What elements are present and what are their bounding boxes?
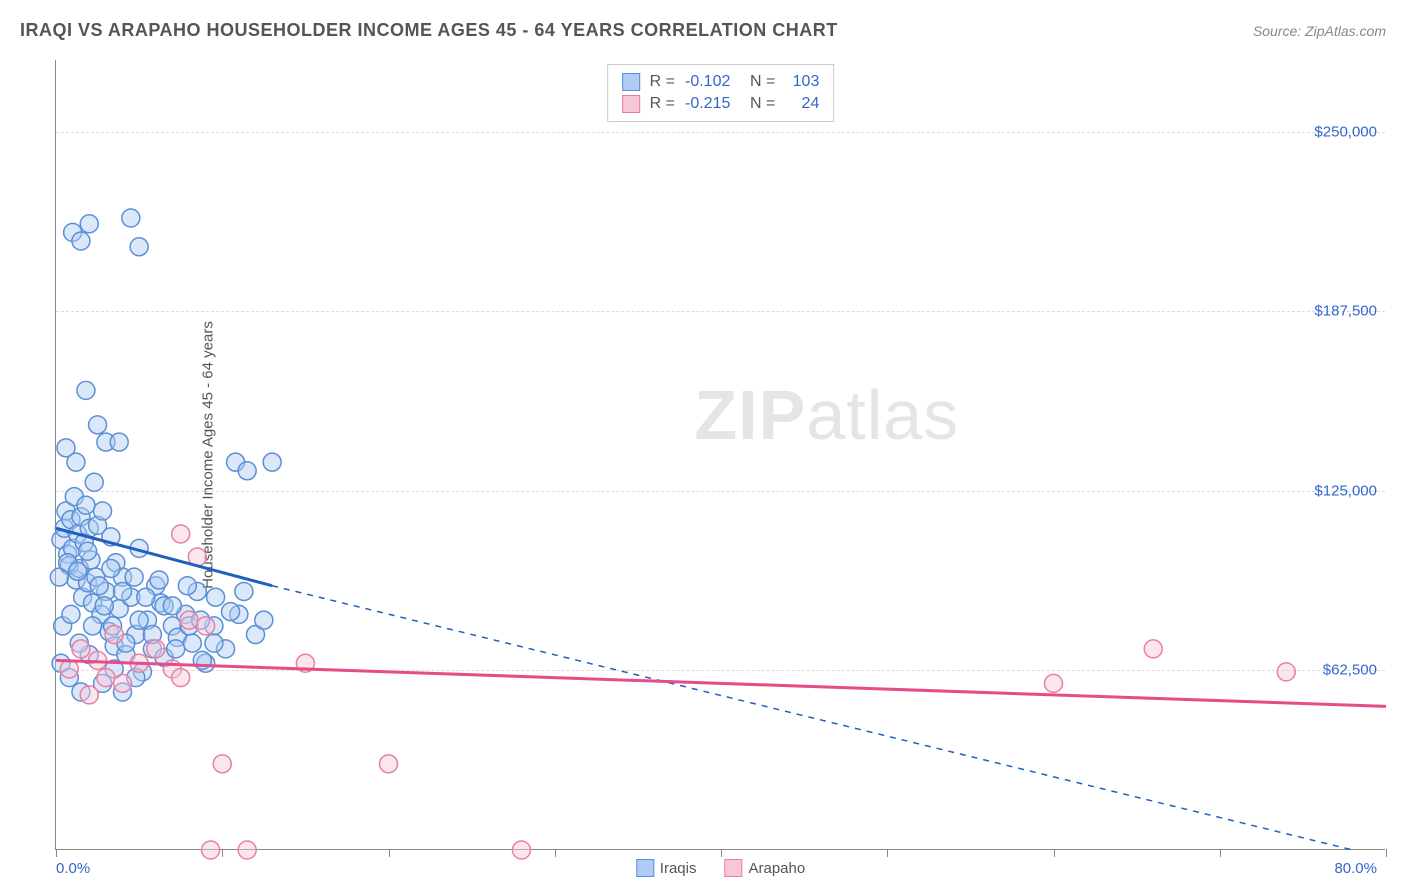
data-point <box>77 381 95 399</box>
data-point <box>178 577 196 595</box>
legend-swatch <box>724 859 742 877</box>
data-point <box>150 571 168 589</box>
data-point <box>89 416 107 434</box>
x-axis-max-label: 80.0% <box>1334 860 1377 877</box>
data-point <box>255 611 273 629</box>
data-point <box>172 669 190 687</box>
data-point <box>84 617 102 635</box>
stat-value-n: 24 <box>785 95 819 113</box>
x-tick <box>222 849 223 857</box>
x-tick <box>887 849 888 857</box>
data-point <box>77 496 95 514</box>
data-point <box>1144 640 1162 658</box>
data-point <box>263 453 281 471</box>
stats-row: R = -0.102 N = 103 <box>622 71 820 93</box>
data-point <box>130 611 148 629</box>
x-tick <box>1386 849 1387 857</box>
data-point <box>114 674 132 692</box>
data-point <box>183 634 201 652</box>
data-point <box>205 634 223 652</box>
stat-label-r: R = <box>650 73 675 91</box>
data-point <box>197 617 215 635</box>
legend-swatch <box>636 859 654 877</box>
data-point <box>163 597 181 615</box>
data-point <box>207 588 225 606</box>
data-point <box>94 502 112 520</box>
chart-title: IRAQI VS ARAPAHO HOUSEHOLDER INCOME AGES… <box>20 20 838 41</box>
data-point <box>72 640 90 658</box>
legend-label: Arapaho <box>748 860 805 877</box>
scatter-plot <box>56 60 1385 849</box>
trend-line <box>56 660 1386 706</box>
stat-label-n: N = <box>750 95 775 113</box>
data-point <box>222 603 240 621</box>
data-point <box>125 568 143 586</box>
data-point <box>202 841 220 859</box>
data-point <box>97 669 115 687</box>
data-point <box>1277 663 1295 681</box>
data-point <box>380 755 398 773</box>
x-tick <box>1220 849 1221 857</box>
data-point <box>69 562 87 580</box>
data-point <box>172 525 190 543</box>
legend-item: Iraqis <box>636 859 697 877</box>
data-point <box>1045 674 1063 692</box>
stats-legend-box: R = -0.102 N = 103 R = -0.215 N = 24 <box>607 64 835 122</box>
legend-label: Iraqis <box>660 860 697 877</box>
data-point <box>95 597 113 615</box>
data-point <box>122 209 140 227</box>
data-point <box>67 453 85 471</box>
stat-label-r: R = <box>650 95 675 113</box>
x-tick <box>56 849 57 857</box>
legend-swatch <box>622 73 640 91</box>
chart-container: IRAQI VS ARAPAHO HOUSEHOLDER INCOME AGES… <box>0 0 1406 892</box>
data-point <box>72 232 90 250</box>
data-point <box>235 582 253 600</box>
trend-line-extrapolated <box>272 586 1353 850</box>
header: IRAQI VS ARAPAHO HOUSEHOLDER INCOME AGES… <box>20 20 1386 41</box>
data-point <box>137 588 155 606</box>
stat-label-n: N = <box>750 73 775 91</box>
data-point <box>147 640 165 658</box>
legend-swatch <box>622 95 640 113</box>
data-point <box>213 755 231 773</box>
data-point <box>238 841 256 859</box>
stat-value-n: 103 <box>785 73 819 91</box>
stat-value-r: -0.215 <box>685 95 740 113</box>
plot-area: Householder Income Ages 45 - 64 years $6… <box>55 60 1385 850</box>
data-point <box>62 605 80 623</box>
stats-row: R = -0.215 N = 24 <box>622 93 820 115</box>
data-point <box>79 542 97 560</box>
series-legend: Iraqis Arapaho <box>636 859 805 877</box>
data-point <box>110 433 128 451</box>
data-point <box>80 215 98 233</box>
x-tick <box>389 849 390 857</box>
stat-value-r: -0.102 <box>685 73 740 91</box>
data-point <box>80 686 98 704</box>
x-axis-min-label: 0.0% <box>56 860 90 877</box>
data-point <box>167 640 185 658</box>
data-point <box>513 841 531 859</box>
data-point <box>90 577 108 595</box>
data-point <box>130 238 148 256</box>
data-point <box>180 611 198 629</box>
chart-source: Source: ZipAtlas.com <box>1253 23 1386 39</box>
data-point <box>105 626 123 644</box>
x-tick <box>721 849 722 857</box>
data-point <box>102 559 120 577</box>
x-tick <box>1054 849 1055 857</box>
legend-item: Arapaho <box>724 859 805 877</box>
x-tick <box>555 849 556 857</box>
data-point <box>238 462 256 480</box>
data-point <box>60 660 78 678</box>
data-point <box>85 473 103 491</box>
